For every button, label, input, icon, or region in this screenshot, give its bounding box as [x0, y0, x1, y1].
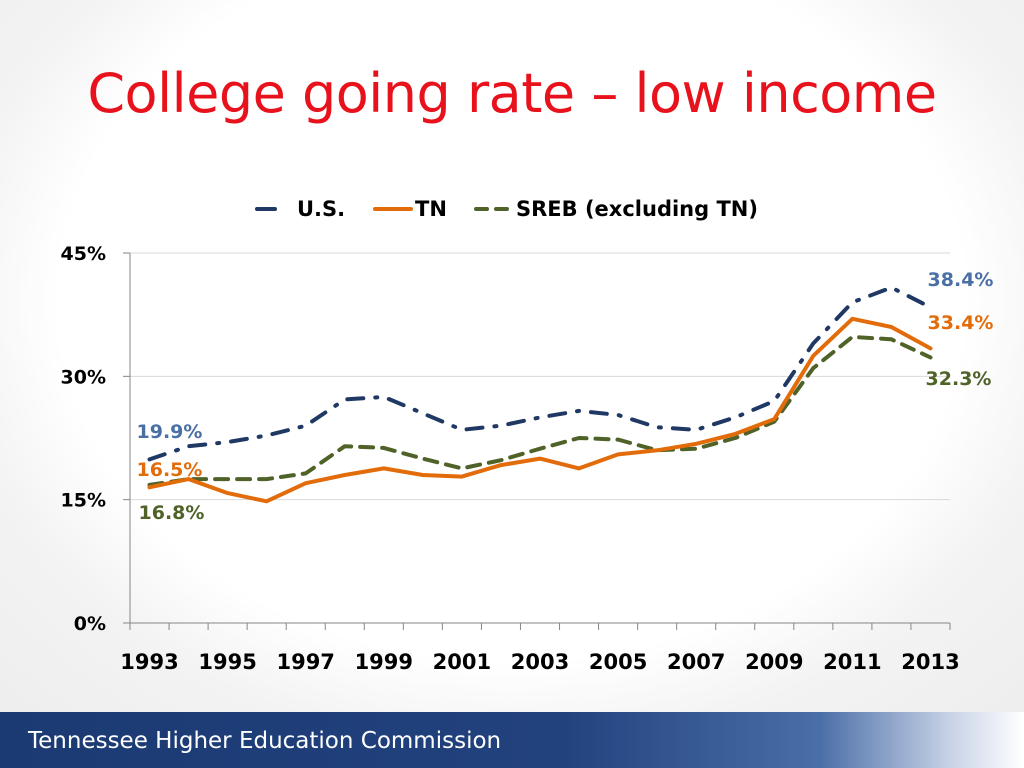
x-tick-label: 2009: [745, 650, 803, 674]
data-label-last: 33.4%: [928, 312, 994, 334]
x-tick-label: 1997: [276, 650, 334, 674]
legend-label: TN: [415, 197, 447, 221]
x-tick-label: 2001: [433, 650, 491, 674]
background-vignette: [0, 0, 1024, 740]
data-label-first: 16.8%: [139, 502, 205, 524]
footer-bar: Tennessee Higher Education Commission: [0, 712, 1024, 768]
x-tick-label: 2007: [667, 650, 725, 674]
series-line-u-s: [147, 285, 933, 462]
x-tick-label: 1999: [355, 650, 413, 674]
x-tick-label: 2013: [901, 650, 959, 674]
x-tick-label: 2011: [823, 650, 881, 674]
data-label-last: 32.3%: [926, 368, 992, 390]
y-tick-label: 0%: [74, 613, 106, 635]
x-tick-label: 1993: [120, 650, 178, 674]
slide-title: College going rate – low income: [87, 62, 937, 125]
x-tick-label: 2003: [511, 650, 569, 674]
y-tick-label: 45%: [61, 243, 106, 265]
y-tick-label: 30%: [61, 366, 106, 388]
footer-text: Tennessee Higher Education Commission: [28, 728, 502, 754]
data-label-first: 19.9%: [137, 421, 203, 443]
y-tick-label: 15%: [61, 490, 106, 512]
x-tick-label: 1995: [198, 650, 256, 674]
series-line-tn: [147, 316, 933, 504]
legend-label: SREB (excluding TN): [516, 197, 758, 221]
legend-label: U.S.: [297, 197, 345, 221]
x-tick-label: 2005: [589, 650, 647, 674]
line-chart: 0% 15% 30% 45% 1993 1995 1997 1999 2001 2003 2005 2…: [61, 197, 994, 674]
data-label-first: 16.5%: [137, 459, 203, 481]
data-label-last: 38.4%: [928, 269, 994, 291]
series-line-sreb-excluding-tn: [147, 334, 933, 487]
